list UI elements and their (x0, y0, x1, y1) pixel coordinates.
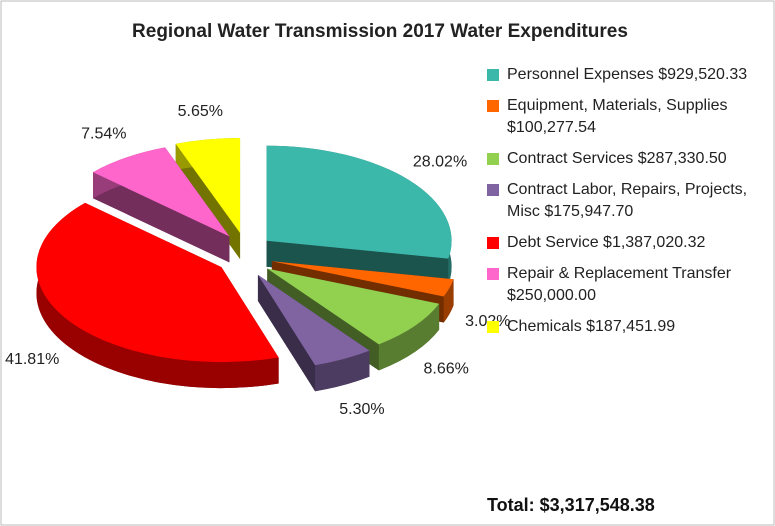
slice-wall (266, 240, 449, 285)
data-label: 28.02% (413, 154, 467, 171)
legend: Personnel Expenses $929,520.33 Equipment,… (487, 64, 767, 347)
legend-label: Debt Service $1,387,020.32 (507, 234, 706, 251)
slice (257, 274, 370, 392)
data-label: 5.30% (339, 401, 384, 418)
slice-wall (93, 172, 230, 263)
slice-wall (257, 274, 316, 392)
legend-swatch (487, 268, 499, 280)
slice-side (443, 279, 454, 323)
slice (36, 202, 279, 389)
slice-side (36, 202, 279, 389)
slice-top (175, 137, 241, 233)
legend-swatch (487, 153, 499, 165)
legend-item: Chemicals $187,451.99 (487, 316, 762, 338)
legend-swatch (487, 237, 499, 249)
legend-item: Contract Services $287,330.50 (487, 148, 762, 170)
slice-top (36, 202, 279, 363)
data-label: 8.66% (423, 360, 468, 377)
slice-top (93, 147, 230, 237)
slice-side (378, 303, 440, 371)
legend-item: Personnel Expenses $929,520.33 (487, 64, 762, 86)
legend-swatch (487, 184, 499, 196)
legend-item: Contract Labor, Repairs, Projects, Misc … (487, 179, 762, 223)
legend-label: Contract Labor, Repairs, Projects, Misc … (507, 181, 748, 220)
slice-top (266, 145, 452, 259)
legend-swatch (487, 321, 499, 333)
legend-item: Equipment, Materials, Supplies $100,277.… (487, 95, 762, 139)
legend-label: Chemicals $187,451.99 (507, 318, 676, 335)
legend-label: Repair & Replacement Transfer $250,000.0… (507, 265, 732, 304)
slice-top (267, 268, 440, 345)
data-label: 41.81% (5, 351, 59, 368)
slice-top (271, 261, 454, 297)
slice (266, 145, 452, 285)
legend-label: Equipment, Materials, Supplies $100,277.… (507, 97, 728, 136)
legend-swatch (487, 69, 499, 81)
total: Total: $3,317,548.38 (487, 495, 655, 515)
legend-swatch (487, 100, 499, 112)
legend-label: Personnel Expenses $929,520.33 (507, 66, 748, 83)
legend-item: Debt Service $1,387,020.32 (487, 232, 762, 254)
legend-item: Repair & Replacement Transfer $250,000.0… (487, 263, 762, 307)
data-label: 7.54% (81, 126, 126, 143)
legend-label: Contract Services $287,330.50 (507, 150, 727, 167)
slice (93, 147, 230, 263)
data-label: 5.65% (178, 103, 223, 120)
slice-top (257, 274, 370, 366)
slice-side (315, 350, 370, 392)
chart-title: Regional Water Transmission 2017 Water E… (132, 21, 628, 42)
